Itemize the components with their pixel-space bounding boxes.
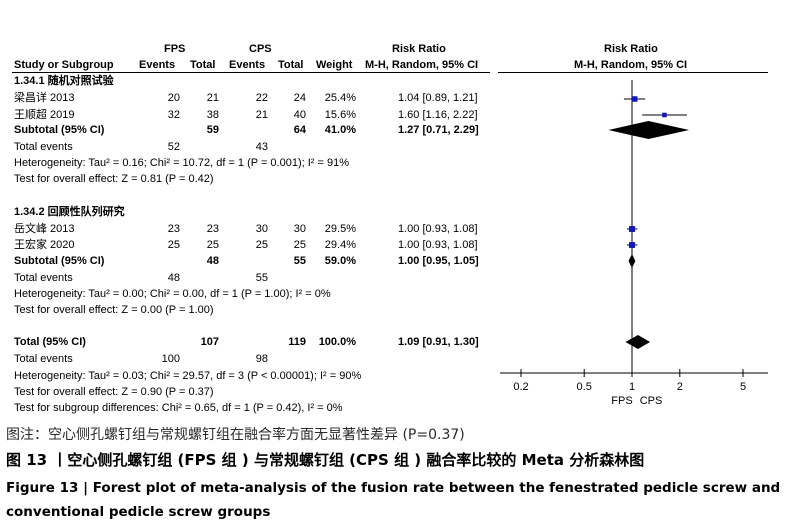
ci-value: 1.00 [0.93, 1.08] <box>398 239 478 251</box>
subtotal-total-fps: 59 <box>206 124 219 136</box>
events-cps: 30 <box>255 223 268 235</box>
total-total-cps: 119 <box>288 336 306 348</box>
study-marker <box>662 112 667 118</box>
subtotal-label: Subtotal (95% CI) <box>14 124 105 136</box>
weight-value: 29.5% <box>324 223 356 235</box>
pooled-diamond <box>608 121 690 139</box>
study-marker <box>629 242 635 248</box>
total-cps: 25 <box>293 239 306 251</box>
pooled-diamond <box>625 335 651 349</box>
study-name: 王顺超 2019 <box>14 109 75 121</box>
subgroup-differences-text: Test for subgroup differences: Chi² = 0.… <box>14 402 343 414</box>
subtotal-total-cps: 64 <box>293 124 306 136</box>
header-weight: Weight <box>316 59 353 71</box>
heterogeneity-text: Heterogeneity: Tau² = 0.00; Chi² = 0.00,… <box>14 288 331 300</box>
header-study-col: Study or Subgroup <box>14 59 114 71</box>
total-cps: 24 <box>293 92 306 104</box>
header-method-left: M-H, Random, 95% CI <box>365 59 479 71</box>
events-cps: 22 <box>255 92 268 104</box>
total-overall-effect-text: Test for overall effect: Z = 0.90 (P = 0… <box>14 386 214 398</box>
subtotal-ci: 1.27 [0.71, 2.29] <box>398 124 479 136</box>
header-total-fps: Total <box>190 59 216 71</box>
weight-value: 29.4% <box>324 239 356 251</box>
header-risk-ratio-right: Risk Ratio <box>604 43 658 55</box>
ci-value: 1.60 [1.16, 2.22] <box>398 109 478 121</box>
total-events-cps: 98 <box>255 353 268 365</box>
header-rule-right <box>498 72 768 73</box>
events-cps: 21 <box>255 109 268 121</box>
heterogeneity-text: Heterogeneity: Tau² = 0.16; Chi² = 10.72… <box>14 157 349 169</box>
subtotal-weight: 41.0% <box>324 124 356 136</box>
header-cps: CPS <box>249 43 272 55</box>
total-fps: 25 <box>206 239 219 251</box>
total-fps: 21 <box>206 92 219 104</box>
header-events-fps: Events <box>139 59 176 71</box>
group-title: 1.34.1 随机对照试验 <box>14 75 114 87</box>
events-fps: 32 <box>167 109 180 121</box>
figure-title-en: Figure 13 | Forest plot of meta-analysis… <box>6 480 781 520</box>
total-events-label: Total events <box>14 141 73 153</box>
study-marker <box>631 96 638 102</box>
total-label: Total (95% CI) <box>14 336 86 348</box>
study-marker <box>629 226 635 232</box>
overall-effect-text: Test for overall effect: Z = 0.81 (P = 0… <box>14 173 214 185</box>
subtotal-total-cps: 55 <box>293 255 306 267</box>
total-events-fps: 100 <box>161 353 180 365</box>
weight-value: 25.4% <box>324 92 356 104</box>
total-total-fps: 107 <box>200 336 219 348</box>
x-tick-label: 2 <box>677 381 683 393</box>
total-events-label: Total events <box>14 272 73 284</box>
forest-plot: 0.2 0.5 1 2 5 FPS CPS <box>500 80 768 407</box>
total-events-fps: 52 <box>167 141 180 153</box>
axis-right-label: CPS <box>640 395 663 407</box>
total-cps: 30 <box>293 223 306 235</box>
total-cps: 40 <box>293 109 306 121</box>
x-tick-label: 0.2 <box>513 381 528 393</box>
header-rule-left <box>12 72 490 73</box>
total-fps: 23 <box>206 223 219 235</box>
total-fps: 38 <box>206 109 219 121</box>
total-events-cps: 43 <box>255 141 268 153</box>
x-tick-label: 1 <box>629 381 635 393</box>
figure-title-cn: 图 13 丨空心侧孔螺钉组 (FPS 组 ) 与常规螺钉组 (CPS 组 ) 融… <box>6 451 645 469</box>
overall-effect-text: Test for overall effect: Z = 0.00 (P = 1… <box>14 304 214 316</box>
total-events-label: Total events <box>14 353 73 365</box>
total-ci: 1.09 [0.91, 1.30] <box>398 336 479 348</box>
figure-note: 图注：空心侧孔螺钉组与常规螺钉组在融合率方面无显著性差异 (P=0.37) <box>6 427 465 443</box>
axis-left-label: FPS <box>611 395 632 407</box>
subtotal-total-fps: 48 <box>206 255 219 267</box>
events-fps: 20 <box>167 92 180 104</box>
total-heterogeneity-text: Heterogeneity: Tau² = 0.03; Chi² = 29.57… <box>14 370 362 382</box>
study-name: 梁昌详 2013 <box>14 92 75 104</box>
total-events-cps: 55 <box>255 272 268 284</box>
subtotal-weight: 59.0% <box>324 255 356 267</box>
study-name: 岳文峰 2013 <box>14 223 75 235</box>
weight-value: 15.6% <box>324 109 356 121</box>
header-total-cps: Total <box>278 59 304 71</box>
subtotal-ci: 1.00 [0.95, 1.05] <box>398 255 479 267</box>
ci-value: 1.00 [0.93, 1.08] <box>398 223 478 235</box>
x-tick-label: 0.5 <box>577 381 592 393</box>
header-fps: FPS <box>164 43 186 55</box>
subtotal-label: Subtotal (95% CI) <box>14 255 105 267</box>
events-fps: 23 <box>167 223 180 235</box>
header-events-cps: Events <box>229 59 266 71</box>
header-risk-ratio-left: Risk Ratio <box>392 43 446 55</box>
x-tick-label: 5 <box>740 381 746 393</box>
events-cps: 25 <box>255 239 268 251</box>
total-weight: 100.0% <box>318 336 356 348</box>
events-fps: 25 <box>167 239 180 251</box>
forest-plot-figure: FPS CPS Risk Ratio Risk Ratio Study or S… <box>12 43 768 414</box>
header-method-right: M-H, Random, 95% CI <box>574 59 688 71</box>
ci-value: 1.04 [0.89, 1.21] <box>398 92 478 104</box>
study-name: 王宏家 2020 <box>14 239 75 251</box>
pooled-diamond <box>628 254 636 268</box>
total-events-fps: 48 <box>167 272 180 284</box>
group-title: 1.34.2 回顾性队列研究 <box>14 206 125 218</box>
